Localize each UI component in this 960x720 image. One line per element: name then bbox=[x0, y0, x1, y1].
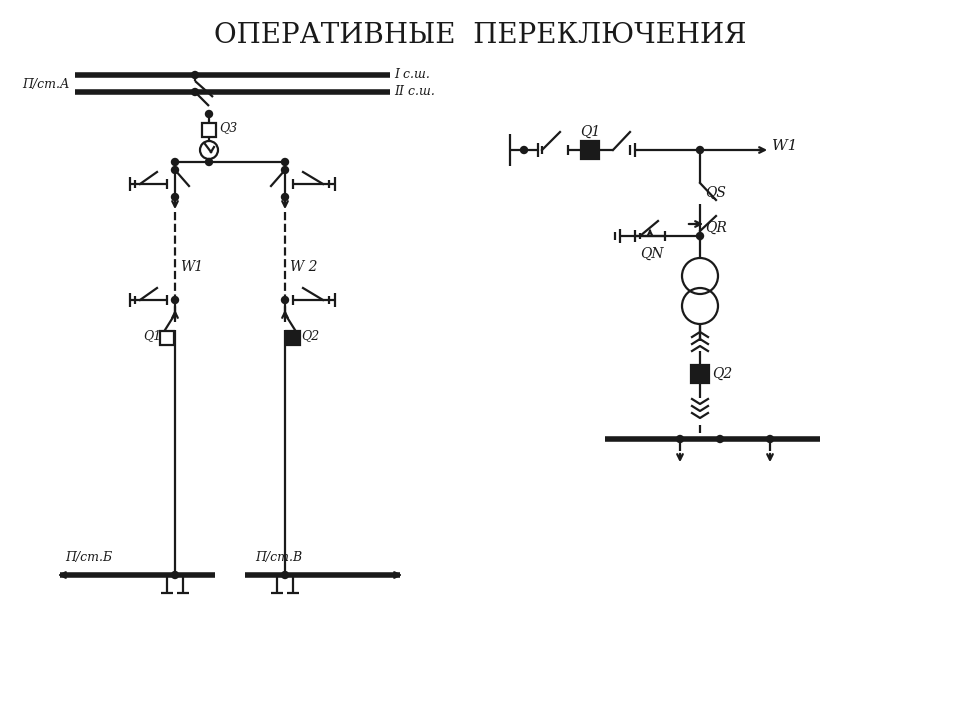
Circle shape bbox=[677, 436, 684, 443]
Text: I с.ш.: I с.ш. bbox=[394, 68, 430, 81]
Circle shape bbox=[281, 166, 289, 174]
Circle shape bbox=[172, 572, 179, 578]
Circle shape bbox=[697, 233, 704, 240]
Circle shape bbox=[191, 89, 199, 96]
Text: ОПЕРАТИВНЫЕ  ПЕРЕКЛЮЧЕНИЯ: ОПЕРАТИВНЫЕ ПЕРЕКЛЮЧЕНИЯ bbox=[214, 22, 746, 48]
Text: W1: W1 bbox=[180, 260, 204, 274]
Bar bbox=[286, 331, 300, 345]
Text: П/ст.В: П/ст.В bbox=[255, 551, 302, 564]
Text: II с.ш.: II с.ш. bbox=[394, 84, 435, 97]
Circle shape bbox=[191, 71, 199, 78]
Text: QR: QR bbox=[705, 221, 727, 235]
Bar bbox=[160, 331, 174, 345]
Circle shape bbox=[172, 166, 179, 174]
Circle shape bbox=[205, 158, 212, 166]
Bar bbox=[581, 141, 599, 159]
Text: QS: QS bbox=[705, 186, 726, 200]
Text: П/ст.А: П/ст.А bbox=[22, 78, 70, 91]
Circle shape bbox=[281, 572, 289, 578]
Bar bbox=[691, 365, 709, 383]
Text: Q3: Q3 bbox=[219, 122, 237, 135]
Circle shape bbox=[205, 110, 212, 117]
Text: Q1: Q1 bbox=[143, 330, 161, 343]
Circle shape bbox=[281, 158, 289, 166]
Circle shape bbox=[716, 436, 724, 443]
Circle shape bbox=[697, 146, 704, 153]
Circle shape bbox=[281, 297, 289, 304]
Circle shape bbox=[281, 194, 289, 200]
Text: W1: W1 bbox=[772, 139, 798, 153]
Circle shape bbox=[766, 436, 774, 443]
Text: П/ст.Б: П/ст.Б bbox=[65, 551, 112, 564]
Circle shape bbox=[172, 158, 179, 166]
Text: Q2: Q2 bbox=[712, 367, 732, 381]
Bar bbox=[202, 123, 216, 137]
Text: Q1: Q1 bbox=[580, 125, 600, 139]
Text: Q2: Q2 bbox=[301, 330, 320, 343]
Circle shape bbox=[172, 297, 179, 304]
Circle shape bbox=[172, 194, 179, 200]
Circle shape bbox=[520, 146, 527, 153]
Text: QN: QN bbox=[640, 247, 663, 261]
Text: W 2: W 2 bbox=[290, 260, 318, 274]
